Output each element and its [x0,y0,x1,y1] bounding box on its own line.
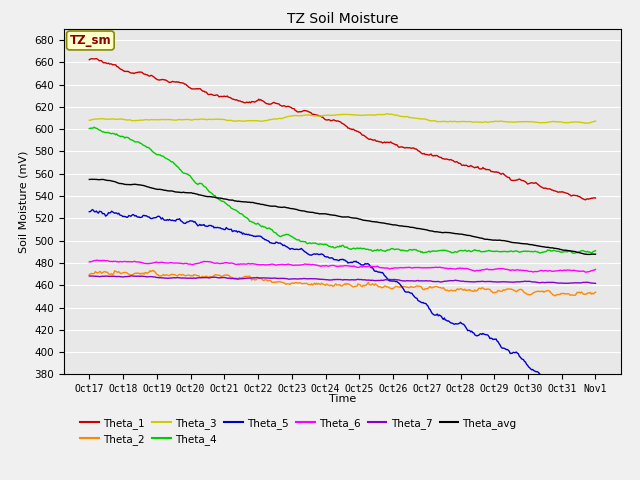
Theta_1 [327,118,335,124]
Theta_7 [86,273,93,279]
Theta_7 [327,277,335,283]
Theta_2 [86,272,93,277]
Theta_5 [327,255,335,261]
Theta_6 [327,263,335,268]
Title: TZ Soil Moisture: TZ Soil Moisture [287,12,398,26]
Theta_1 [582,197,589,203]
Theta_avg [88,176,96,182]
Theta_1 [591,195,599,201]
Theta_1 [388,140,396,146]
Theta_2 [388,286,396,292]
Line: Theta_7: Theta_7 [90,276,595,283]
Theta_avg [388,222,396,228]
Theta_6 [388,265,396,271]
Theta_avg [501,238,509,244]
Theta_3 [359,112,367,118]
Theta_7 [591,280,599,286]
Theta_4 [90,124,98,130]
Theta_5 [330,257,338,263]
Theta_3 [501,119,509,124]
Theta_3 [326,112,333,118]
Theta_4 [591,248,599,254]
Theta_7 [501,279,509,285]
Line: Theta_6: Theta_6 [90,260,595,272]
X-axis label: Time: Time [329,394,356,404]
Theta_2 [149,267,157,273]
Line: Theta_1: Theta_1 [90,59,595,200]
Theta_6 [330,263,338,268]
Theta_3 [86,118,93,123]
Line: Theta_2: Theta_2 [90,270,595,296]
Theta_2 [330,283,338,289]
Theta_2 [327,283,335,288]
Theta_avg [327,212,335,218]
Theta_avg [580,251,588,257]
Theta_5 [360,262,368,267]
Theta_7 [388,277,396,283]
Theta_3 [591,118,599,124]
Theta_6 [360,264,368,269]
Theta_5 [388,278,396,284]
Theta_5 [580,397,588,403]
Theta_avg [86,177,93,182]
Theta_1 [86,57,93,62]
Theta_1 [93,56,100,61]
Theta_1 [580,196,588,202]
Theta_3 [388,111,396,117]
Theta_avg [330,212,338,218]
Theta_5 [591,403,599,408]
Theta_2 [591,289,599,295]
Theta_3 [329,112,337,118]
Theta_6 [93,257,100,263]
Theta_4 [501,249,509,254]
Theta_avg [360,217,368,223]
Theta_7 [128,273,136,279]
Theta_avg [591,252,599,257]
Theta_6 [501,266,509,272]
Theta_5 [88,207,96,213]
Theta_1 [360,133,368,139]
Theta_5 [588,404,595,410]
Theta_4 [570,251,577,256]
Theta_2 [551,293,559,299]
Theta_4 [330,245,338,251]
Text: TZ_sm: TZ_sm [70,34,111,47]
Theta_4 [86,126,93,132]
Theta_2 [360,283,368,289]
Theta_1 [330,117,338,123]
Theta_4 [582,249,589,254]
Theta_3 [383,111,390,117]
Legend: Theta_1, Theta_2, Theta_3, Theta_4, Theta_5, Theta_6, Theta_7, Theta_avg: Theta_1, Theta_2, Theta_3, Theta_4, Thet… [81,418,516,444]
Theta_3 [582,120,589,126]
Theta_2 [582,291,589,297]
Theta_4 [360,246,368,252]
Theta_7 [360,277,368,283]
Line: Theta_3: Theta_3 [90,114,595,123]
Theta_1 [501,173,509,179]
Line: Theta_avg: Theta_avg [90,179,595,254]
Theta_6 [582,269,590,275]
Theta_6 [86,259,93,264]
Line: Theta_4: Theta_4 [90,127,595,253]
Theta_6 [591,266,599,272]
Theta_avg [586,252,593,257]
Theta_6 [580,269,588,275]
Y-axis label: Soil Moisture (mV): Soil Moisture (mV) [19,150,29,253]
Theta_2 [501,287,509,293]
Theta_4 [388,246,396,252]
Theta_5 [501,346,509,352]
Theta_7 [330,276,338,282]
Theta_7 [580,279,588,285]
Theta_4 [327,244,335,250]
Theta_7 [591,280,598,286]
Theta_5 [86,209,93,215]
Line: Theta_5: Theta_5 [90,210,595,407]
Theta_3 [580,120,588,126]
